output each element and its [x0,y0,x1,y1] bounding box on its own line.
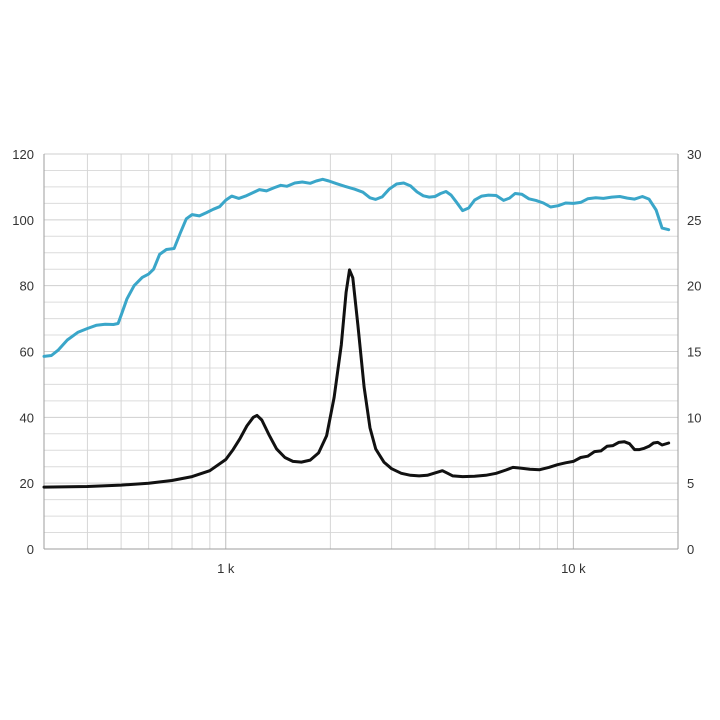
series-line-left [42,177,671,358]
left-tick-label: 60 [20,345,34,360]
left-tick-label: 40 [20,410,34,425]
grid [43,153,679,550]
right-tick-label: 25 [687,213,701,228]
left-tick-label: 20 [20,476,34,491]
left-tick-label: 100 [12,213,34,228]
right-tick-label: 20 [687,279,701,294]
x-tick-label: 1 k [217,561,235,576]
series-layer [42,177,671,489]
left-tick-label: 80 [20,279,34,294]
x-axis-ticks: 1 k 10 k [217,561,586,576]
right-tick-label: 5 [687,476,694,491]
series-line-right [42,268,671,489]
x-tick-label: 10 k [561,561,586,576]
right-axis-ticks: 0 5 10 15 20 25 30 [687,147,701,557]
left-axis-ticks: 0 20 40 60 80 100 120 [12,147,34,557]
right-tick-label: 10 [687,410,701,425]
right-tick-label: 15 [687,345,701,360]
right-tick-label: 0 [687,542,694,557]
left-tick-label: 120 [12,147,34,162]
right-tick-label: 30 [687,147,701,162]
left-tick-label: 0 [27,542,34,557]
